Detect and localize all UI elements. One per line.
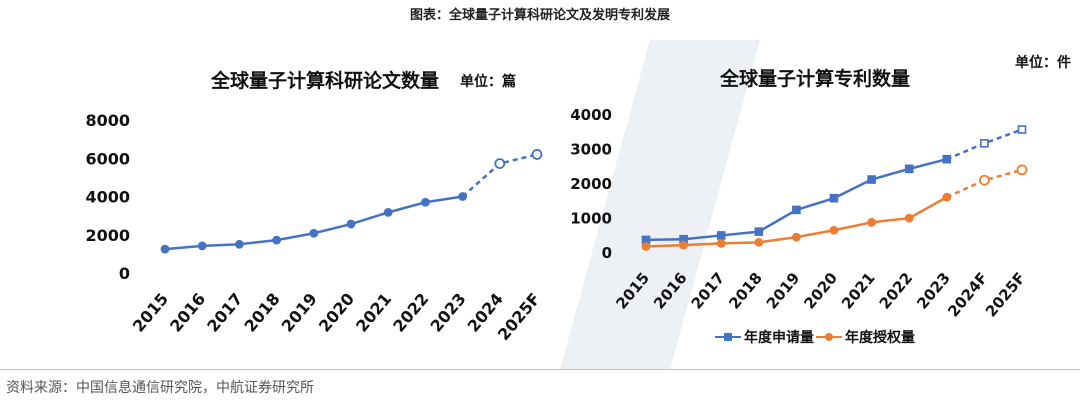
x-tick-label: 2022 [389,289,432,335]
y-tick-label: 2000 [85,226,130,245]
papers-chart-unit: 单位：篇 [460,73,516,90]
data-point [679,240,688,250]
legend-label-grants: 年度授权量 [845,329,915,346]
y-tick-label: 4000 [85,188,130,207]
data-point [942,192,952,202]
data-point [829,193,839,203]
data-point [754,227,764,236]
data-point [942,154,952,164]
patents-chart-title: 全球量子计算专利数量 [719,67,910,90]
x-tick-label: 2020 [800,269,841,313]
x-tick-label: 2019 [278,289,321,335]
data-point [458,192,468,201]
legend-label-applications: 年度申请量 [744,329,814,346]
data-point [234,239,244,249]
series-forecast-line [946,168,1023,199]
y-tick-label: 8000 [85,111,130,130]
data-point [978,174,990,186]
y-tick-label: 2000 [570,175,612,193]
data-point [904,164,914,174]
source-note: 资料来源：中国信息通信研究院，中航证券研究所 [6,380,314,396]
patents-legend: 年度申请量 年度授权量 [715,329,915,346]
data-point [754,237,764,247]
data-point [1016,164,1028,176]
y-tick-label: 3000 [570,141,612,159]
x-tick-label: 2015 [129,289,172,335]
watermark [560,40,760,370]
data-point [494,158,506,170]
x-tick-label: 2018 [725,269,766,313]
data-point [346,219,356,229]
y-tick-label: 0 [119,264,130,283]
footer-rule [0,369,1080,370]
y-tick-label: 1000 [570,210,612,228]
x-tick-label: 2016 [650,269,691,313]
data-point [716,231,726,240]
x-tick-label: 2022 [876,269,917,313]
data-point [383,207,393,217]
x-tick-label: 2017 [688,269,729,313]
figure-title: 图表：全球量子计算科研论文及发明专利发展 [409,8,670,23]
x-tick-label: 2020 [315,289,358,335]
data-point [531,149,543,160]
x-tick-label: 2023 [426,289,469,335]
data-point [792,205,801,215]
x-tick-label: 2016 [166,289,209,335]
data-point [160,244,170,254]
y-tick-label: 4000 [570,106,612,124]
data-point [829,225,839,235]
x-tick-label: 2019 [763,269,804,313]
data-point [716,238,726,248]
patents-chart-unit: 单位：件 [1015,54,1071,71]
x-tick-label: 2024F [944,269,991,320]
x-tick-label: 2017 [203,289,246,335]
data-point [791,232,801,242]
series-line [164,195,463,251]
series-line [645,157,948,242]
y-tick-label: 0 [602,244,612,262]
y-tick-label: 6000 [85,149,130,168]
data-point [309,228,319,238]
papers-chart: 全球量子计算科研论文数量 单位：篇 0 2000 4000 6000 8000 2015… [85,69,544,344]
x-tick-label: 2018 [240,289,283,335]
x-tick-label: 2025F [982,269,1029,320]
x-tick-label: 2021 [352,289,395,335]
data-point [641,242,651,251]
x-tick-label: 2015 [612,269,653,313]
data-point [420,197,430,207]
data-point [980,139,989,148]
data-point [904,213,914,223]
papers-chart-title: 全球量子计算科研论文数量 [210,69,439,92]
data-point [1017,125,1027,134]
data-point [197,241,207,251]
data-point [272,235,282,245]
data-point [867,175,876,184]
x-tick-label: 2021 [838,269,879,313]
data-point [867,217,877,227]
legend-marker-grants [825,333,833,341]
legend-marker-applications [724,333,732,341]
